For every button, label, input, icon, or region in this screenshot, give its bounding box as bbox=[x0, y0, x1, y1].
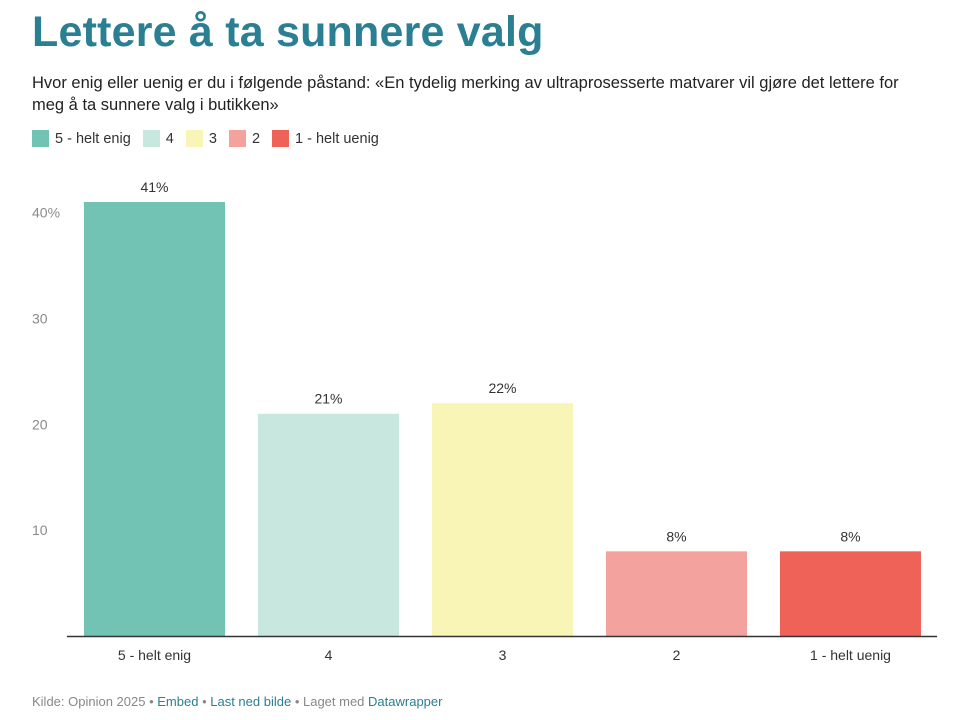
legend-item-1: 1 - helt uenig bbox=[272, 130, 379, 147]
legend-item-4: 4 bbox=[142, 130, 174, 147]
x-tick-label: 1 - helt uenig bbox=[810, 647, 891, 663]
legend-swatch-2 bbox=[228, 130, 246, 147]
x-tick-label: 3 bbox=[499, 647, 507, 663]
legend-swatch-3 bbox=[185, 130, 203, 147]
data-label: 21% bbox=[314, 391, 342, 407]
bar bbox=[432, 403, 573, 636]
y-tick-label: 30 bbox=[32, 310, 48, 326]
legend-label-1: 1 - helt uenig bbox=[295, 130, 379, 147]
y-tick-label: 10 bbox=[32, 522, 48, 538]
footer-separator: • bbox=[198, 694, 211, 709]
legend-label-2: 2 bbox=[251, 130, 261, 147]
legend-label-4: 4 bbox=[165, 130, 174, 147]
legend-item-2: 2 bbox=[228, 130, 261, 147]
footer-separator: • bbox=[145, 694, 158, 709]
legend-item-5: 5 - helt enig bbox=[32, 130, 131, 147]
footer: Kilde: Opinion 2025 • Embed • Last ned b… bbox=[32, 694, 442, 709]
legend-label-5: 5 - helt enig bbox=[55, 130, 131, 147]
bar bbox=[606, 551, 747, 636]
footer-made-with: • Laget med bbox=[291, 694, 369, 709]
data-label: 22% bbox=[488, 380, 516, 396]
legend-swatch-5 bbox=[32, 130, 49, 147]
chart-subtitle: Hvor enig eller uenig er du i følgende p… bbox=[32, 74, 899, 114]
legend-swatch-1 bbox=[272, 130, 290, 147]
datawrapper-link[interactable]: Datawrapper bbox=[368, 694, 443, 709]
bar bbox=[780, 551, 921, 636]
y-tick-label: 20 bbox=[32, 416, 48, 432]
download-image-link[interactable]: Last ned bilde bbox=[210, 694, 292, 709]
footer-source: Kilde: Opinion 2025 bbox=[32, 694, 146, 709]
x-tick-label: 4 bbox=[325, 647, 333, 663]
data-label: 41% bbox=[140, 179, 168, 195]
x-tick-label: 5 - helt enig bbox=[118, 647, 191, 663]
y-tick-label: 40% bbox=[32, 205, 60, 221]
legend-label-3: 3 bbox=[208, 130, 217, 147]
data-label: 8% bbox=[666, 528, 686, 544]
chart-title: Lettere å ta sunnere valg bbox=[32, 8, 544, 56]
bar bbox=[258, 413, 399, 636]
data-label: 8% bbox=[840, 528, 860, 544]
legend-swatch-4 bbox=[142, 130, 160, 147]
x-tick-label: 2 bbox=[673, 647, 681, 663]
bar bbox=[84, 202, 225, 636]
legend-item-3: 3 bbox=[185, 130, 217, 147]
bar-chart: 10 20 30 40% 41% 5 - helt enig 21% 4 22% 3 8% 2 8% 1 … bbox=[32, 179, 937, 663]
legend: 5 - helt enig 4 3 2 1 - helt uenig bbox=[32, 130, 391, 147]
embed-link[interactable]: Embed bbox=[157, 694, 199, 709]
